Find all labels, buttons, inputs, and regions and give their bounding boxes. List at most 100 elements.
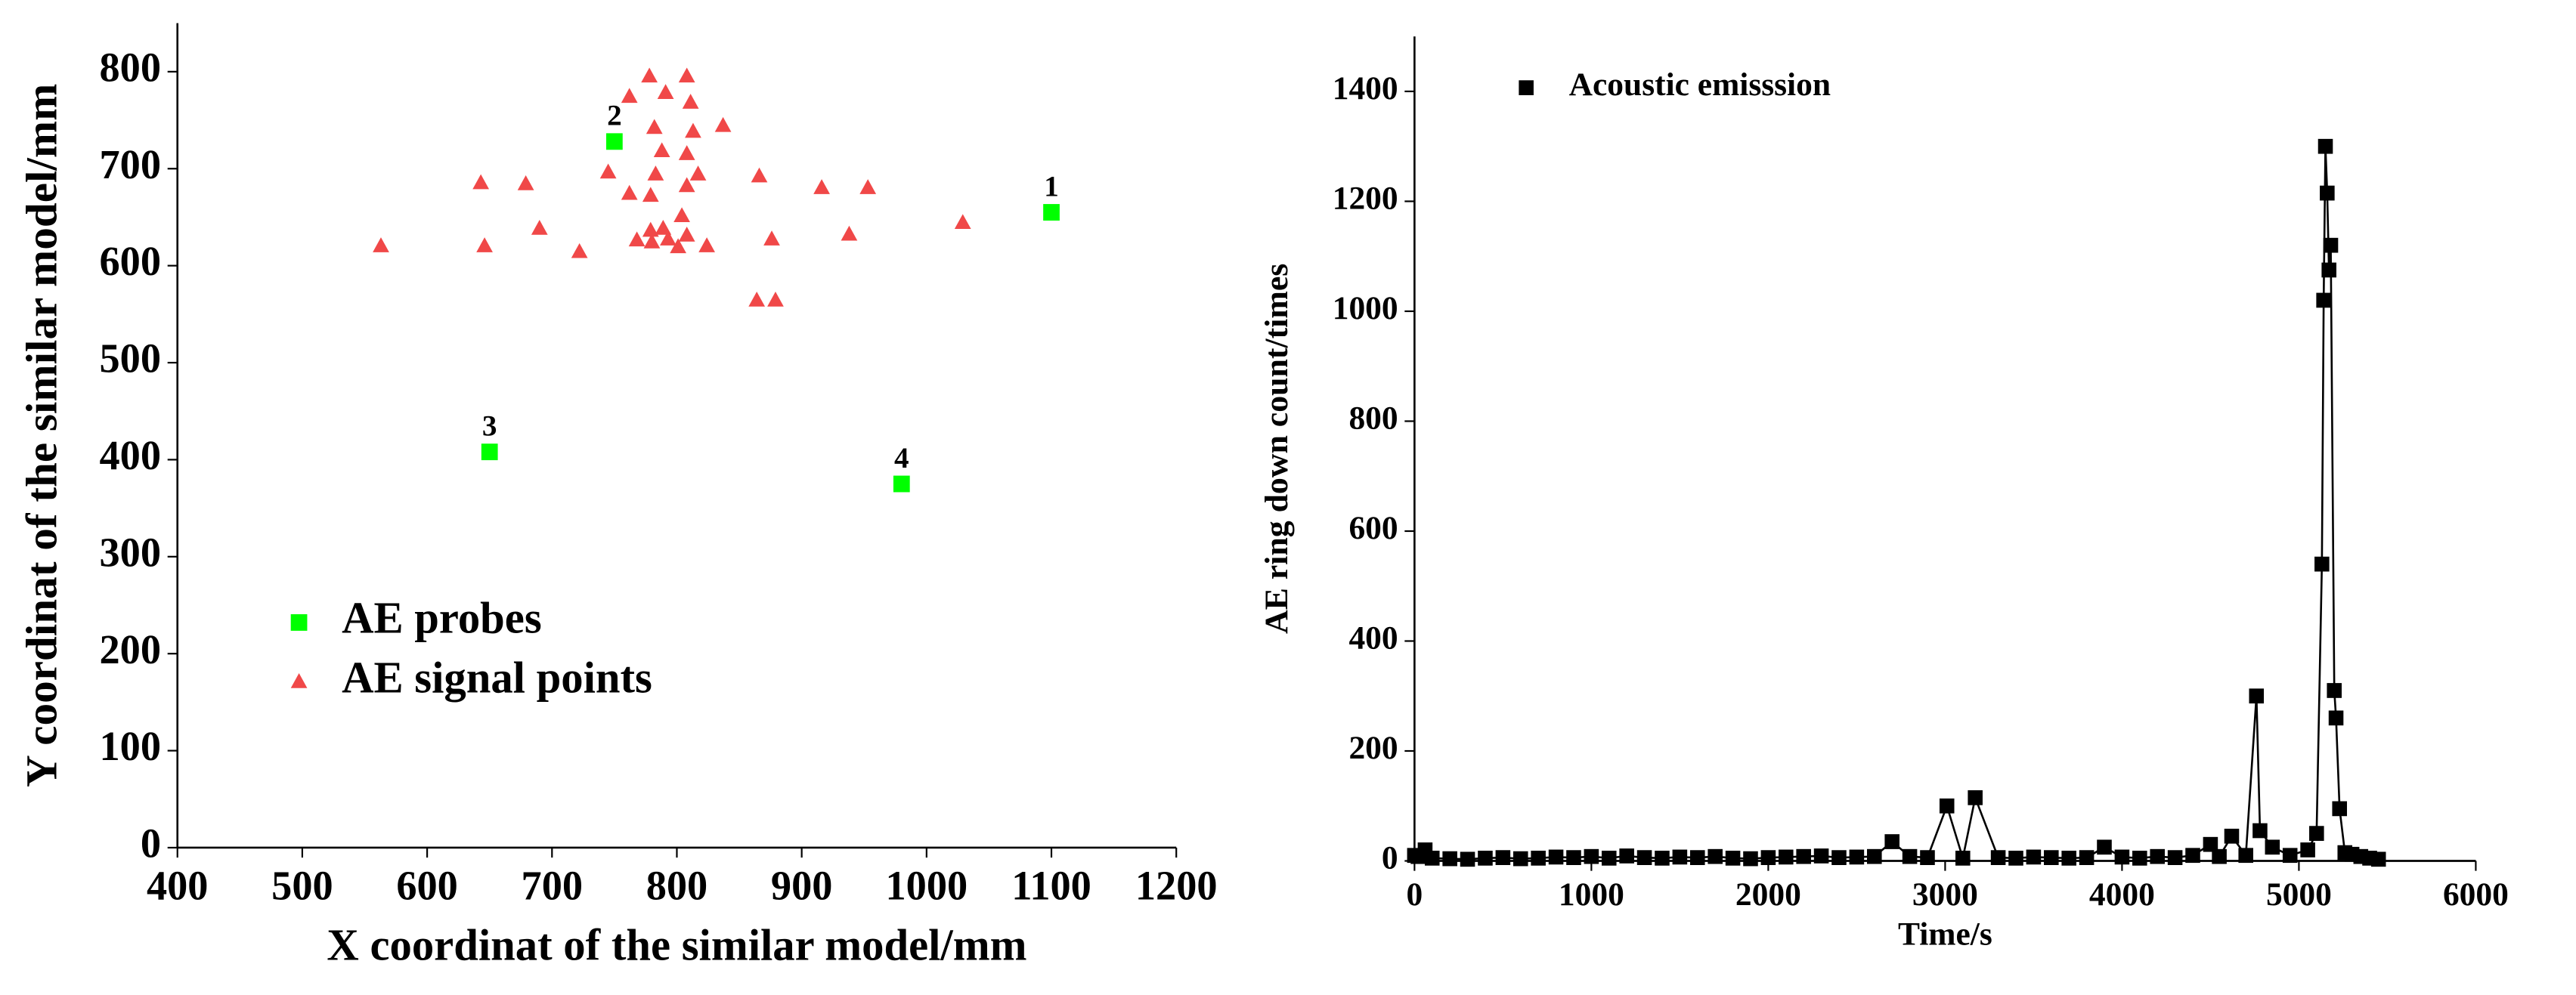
x-tick-label: 5000 [2266,876,2332,913]
data-point [2061,851,2076,866]
data-point [1531,851,1546,866]
data-point [1495,850,1511,865]
data-point [2282,848,2298,864]
data-point [373,237,389,252]
data-point [647,165,664,181]
y-tick-label: 600 [100,238,161,284]
data-point [813,179,830,194]
x-tick-label: 1000 [886,862,968,908]
y-tick-label: 1000 [1333,290,1398,326]
data-point [2316,292,2331,308]
y-tick-label: 1200 [1333,180,1398,216]
data-point [643,233,661,249]
data-point [685,122,701,138]
data-point [2167,850,2183,865]
data-point [767,292,784,307]
data-point [472,174,489,190]
data-point [646,119,663,134]
data-point [1424,851,1440,866]
data-point [2185,848,2200,864]
data-point [642,187,659,202]
data-point [628,231,646,247]
y-tick-label: 200 [100,626,161,672]
data-point [2265,839,2280,855]
data-point [1512,851,1528,867]
data-point [1442,851,1457,867]
data-point [2224,828,2240,844]
data-point [599,163,617,179]
data-point [2300,842,2315,857]
data-point [2114,849,2130,865]
data-point [653,142,670,158]
data-point [1831,850,1847,865]
y-tick-label: 100 [100,723,161,769]
data-point [689,165,707,181]
data-point [1968,790,1983,805]
point-label: 4 [894,442,909,474]
x-tick-label: 400 [147,862,208,908]
data-point [1566,850,1581,865]
data-point [2370,851,2386,867]
series-line [1413,146,2379,861]
data-point [1601,851,1617,866]
data-point [678,177,695,193]
data-point [1743,851,1758,867]
data-point [2249,688,2265,704]
data-point [2321,262,2336,278]
data-point [1867,848,1882,864]
data-point [670,238,686,254]
x-tick-label: 700 [522,862,583,908]
x-tick-label: 1100 [1011,862,1091,908]
data-point [1548,849,1564,865]
data-point [621,184,638,200]
data-point [1884,834,1899,849]
data-point [1990,850,2006,865]
data-point [1584,848,1599,864]
data-point [2320,185,2335,201]
y-tick-label: 0 [141,820,161,866]
x-tick-label: 3000 [1912,876,1978,913]
y-tick-label: 400 [100,432,161,478]
y-tick-label: 800 [1348,400,1398,436]
data-point [2317,138,2333,154]
data-point [1920,850,1935,865]
y-axis-label: Y coordinat of the similar model/mm [17,84,67,787]
x-tick-label: 1000 [1559,876,1624,913]
data-point [655,220,672,235]
data-point [1708,848,1723,864]
data-point [660,230,677,246]
data-point [2323,237,2339,253]
data-point [476,237,493,252]
data-point [2332,801,2348,817]
data-point [2044,850,2059,865]
data-point [1672,849,1688,865]
data-point [1619,848,1634,864]
data-point [2212,848,2227,864]
data-point [893,475,910,493]
x-tick-label: 1200 [1135,862,1218,908]
x-tick-label: 600 [396,862,457,908]
legend-label: AE signal points [342,652,652,702]
data-point [2238,848,2253,864]
data-point [621,88,638,104]
x-axis-label: X coordinat of the similar model/mm [327,919,1026,969]
x-tick-label: 4000 [2089,876,2155,913]
y-tick-label: 400 [1348,620,1398,656]
data-point [1760,850,1776,865]
data-point [531,220,548,235]
x-tick-label: 900 [771,862,832,908]
data-point [571,243,588,258]
data-point [517,175,534,190]
data-point [1813,848,1829,864]
data-point [1478,851,1493,866]
data-point [1655,851,1670,866]
data-point [1939,798,1955,814]
data-point [751,167,768,183]
data-point [2203,836,2218,852]
data-point [1636,850,1652,865]
x-tick-label: 6000 [2443,876,2509,913]
data-point [1796,848,1811,864]
data-point [2314,556,2330,572]
data-point [678,67,695,83]
